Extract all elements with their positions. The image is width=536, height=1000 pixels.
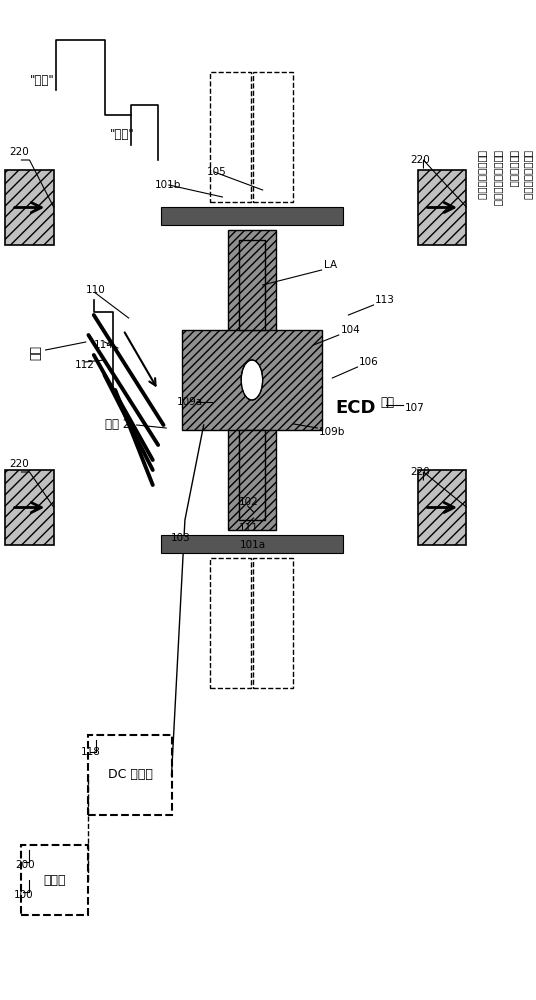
Text: 112: 112 (75, 360, 95, 370)
Text: 220: 220 (410, 467, 430, 477)
Text: 113: 113 (375, 295, 395, 305)
Text: 包围灯丝组件的中: 包围灯丝组件的中 (478, 150, 487, 200)
Text: 114: 114 (94, 340, 114, 350)
Bar (253, 72, 294, 202)
Bar (161, 535, 343, 553)
Text: 101a: 101a (240, 540, 266, 550)
Text: DC 电压源: DC 电压源 (108, 768, 153, 782)
Bar (239, 430, 265, 520)
Text: 头示出了磁场取向: 头示出了磁场取向 (523, 150, 533, 200)
Text: 磁场示出，箭: 磁场示出，箭 (510, 150, 519, 188)
Text: LA: LA (324, 260, 337, 270)
Text: 100: 100 (13, 890, 33, 900)
Circle shape (241, 360, 263, 400)
Text: 109a: 109a (177, 397, 203, 407)
Bar (88, 735, 172, 815)
Bar (253, 558, 294, 688)
Text: 109b: 109b (319, 427, 345, 437)
Bar (5, 170, 54, 245)
Text: "关闭": "关闭" (110, 128, 135, 141)
Text: 101b: 101b (154, 180, 181, 190)
Text: 104: 104 (340, 325, 360, 335)
Bar (418, 470, 466, 545)
Text: 控制器: 控制器 (44, 874, 66, 886)
Text: 105: 105 (206, 167, 226, 177)
Bar (161, 207, 343, 225)
Text: 103: 103 (170, 533, 190, 543)
Bar (210, 558, 250, 688)
Text: 灯丝: 灯丝 (29, 344, 42, 360)
Text: "开启": "开启" (29, 74, 54, 87)
Text: ECD: ECD (335, 399, 376, 417)
Text: 106: 106 (359, 357, 379, 367)
Text: 107: 107 (405, 403, 425, 413)
Text: 110: 110 (86, 285, 106, 295)
Bar (21, 845, 88, 915)
Text: 220: 220 (410, 155, 430, 165)
Text: 栅极 2: 栅极 2 (105, 418, 130, 432)
Bar (210, 72, 250, 202)
Bar (5, 470, 54, 545)
Bar (228, 230, 276, 530)
Text: 220: 220 (10, 459, 29, 469)
Text: 102: 102 (239, 497, 258, 507)
Text: 118: 118 (80, 747, 100, 757)
Bar (239, 240, 265, 330)
Text: 220: 220 (10, 147, 29, 157)
Bar (418, 170, 466, 245)
Text: 单元: 单元 (381, 395, 394, 408)
Text: 111: 111 (239, 523, 258, 533)
Bar (182, 330, 322, 430)
Text: 空圆柱形磁体，其中: 空圆柱形磁体，其中 (494, 150, 503, 206)
Text: 200: 200 (15, 860, 35, 870)
